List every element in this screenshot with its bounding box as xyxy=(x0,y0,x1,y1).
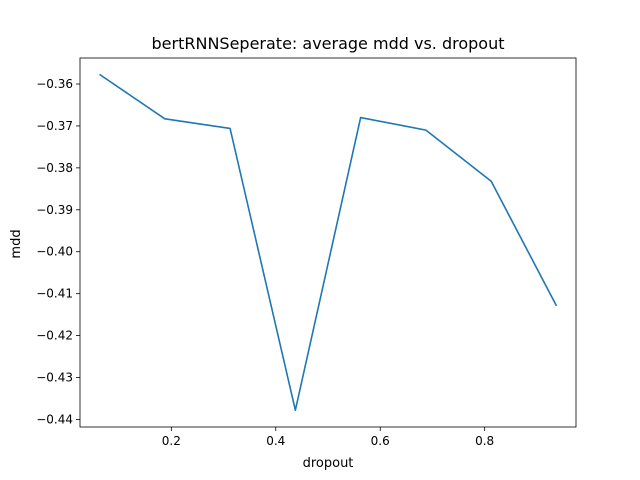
x-tick-label: 0.8 xyxy=(475,434,494,448)
series-line-0 xyxy=(99,73,558,412)
y-tick-label: −0.37 xyxy=(36,119,73,133)
y-tick-label: −0.42 xyxy=(36,329,73,343)
y-axis-label: mdd xyxy=(9,229,24,258)
plot-area: 0.2 0.4 0.6 0.8 −0.36 −0.37 −0.38 −0.39 −0.40 −0.… xyxy=(36,57,577,448)
chart-title: bertRNNSeperate: average mdd vs. dropout xyxy=(152,34,505,53)
plot-frame xyxy=(79,57,577,428)
y-tick-label: −0.44 xyxy=(36,412,73,426)
x-tick-label: 0.2 xyxy=(162,434,181,448)
y-tick-label: −0.36 xyxy=(36,77,73,91)
y-tick-label: −0.40 xyxy=(36,245,73,259)
y-tick-label: −0.38 xyxy=(36,161,73,175)
y-tick-label: −0.41 xyxy=(36,287,73,301)
y-tick-label: −0.43 xyxy=(36,371,73,385)
y-tick-label: −0.39 xyxy=(36,203,73,217)
x-axis-label: dropout xyxy=(303,456,354,471)
x-tick-label: 0.4 xyxy=(266,434,285,448)
x-tick-label: 0.6 xyxy=(371,434,390,448)
